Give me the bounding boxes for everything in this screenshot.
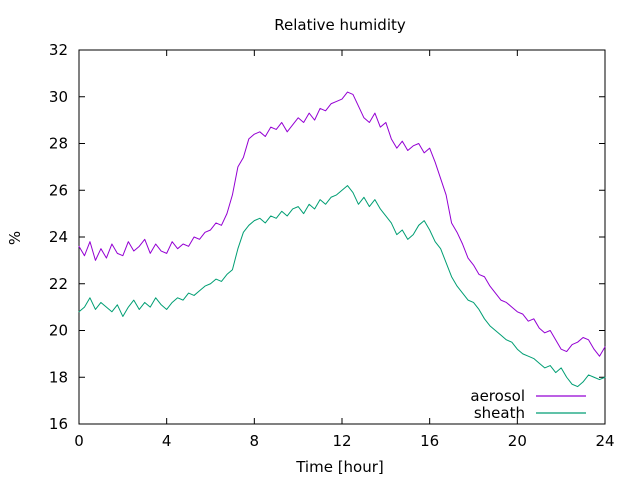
- y-tick-label: 18: [49, 368, 68, 386]
- axis-layer: 0 4 8 12 16 20 24 16 18 20 22 24 26 28 30 32: [49, 41, 615, 450]
- x-tick-label: 16: [420, 432, 439, 450]
- x-tick-label: 20: [508, 432, 527, 450]
- x-tick-label: 4: [162, 432, 172, 450]
- x-axis-label: Time [hour]: [295, 458, 384, 476]
- y-tick-label: 30: [49, 88, 68, 106]
- y-tick-label: 16: [49, 415, 68, 433]
- y-tick-label: 24: [49, 228, 68, 246]
- sheath-series-line: [78, 185, 606, 388]
- x-tick-label: 12: [332, 432, 351, 450]
- y-tick-label: 20: [49, 322, 68, 340]
- plot-layer: [78, 91, 606, 388]
- x-tick-label: 0: [74, 432, 84, 450]
- chart-title: Relative humidity: [274, 16, 406, 34]
- x-tick-label: 24: [595, 432, 614, 450]
- y-tick-label: 32: [49, 41, 68, 59]
- y-tick-label: 28: [49, 135, 68, 153]
- y-tick-label: 26: [49, 181, 68, 199]
- y-axis-label: %: [6, 231, 24, 245]
- legend-label-aerosol: aerosol: [470, 387, 525, 405]
- y-tick-label: 22: [49, 275, 68, 293]
- legend-label-sheath: sheath: [474, 404, 525, 422]
- aerosol-series-line: [78, 91, 606, 357]
- x-tick-label: 8: [250, 432, 260, 450]
